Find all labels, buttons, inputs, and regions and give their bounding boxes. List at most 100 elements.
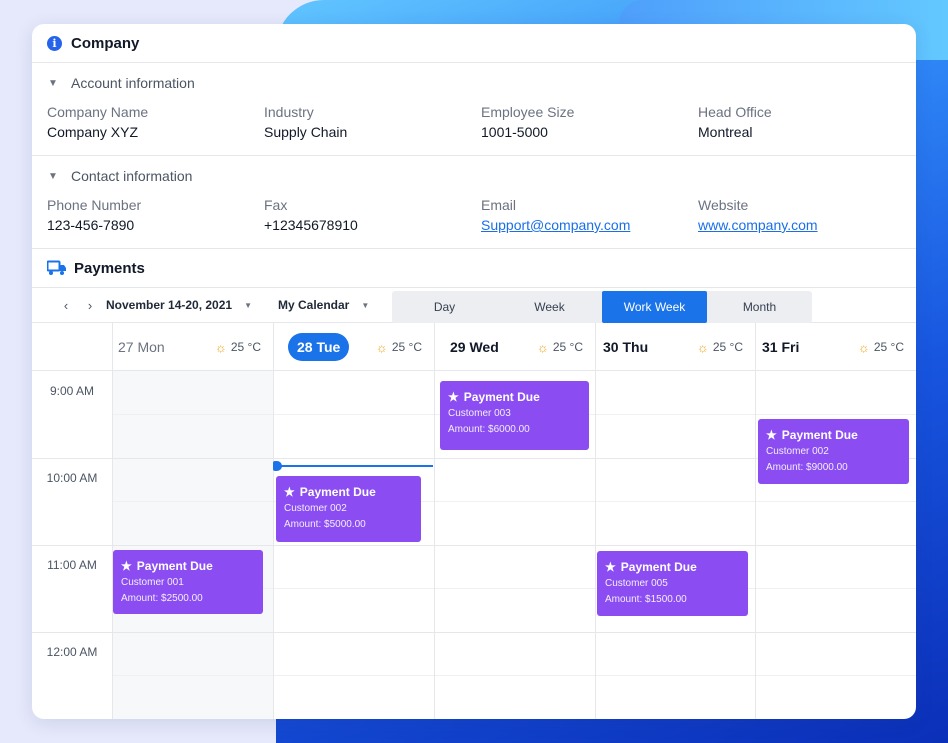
event-card[interactable]: ★ Payment Due Customer 005 Amount: $1500.… (597, 551, 748, 616)
half-hour-line (112, 501, 916, 502)
current-time-line (277, 465, 433, 467)
weather: ☼ 25 °C (215, 340, 261, 355)
event-card[interactable]: ★ Payment Due Customer 001 Amount: $2500.… (113, 550, 263, 614)
day-label: 31 Fri (762, 339, 800, 355)
hour-line (32, 458, 916, 459)
company-header: i Company (32, 24, 916, 63)
main-card: i Company ▼ Account information Company … (32, 24, 916, 719)
field-head-office: Head Office Montreal (698, 103, 915, 155)
calendar-select[interactable]: My Calendar (278, 298, 350, 312)
day-label: 27 Mon (118, 339, 165, 355)
account-section-toggle[interactable]: ▼ Account information (32, 63, 916, 103)
star-icon: ★ (121, 559, 132, 573)
view-day-button[interactable]: Day (433, 300, 456, 314)
day-header-thu[interactable]: 30 Thu ☼ 25 °C (595, 323, 755, 371)
view-switcher: Day Week Work Week Month (392, 291, 812, 323)
event-customer: Customer 003 (448, 408, 511, 419)
event-amount: Amount: $1500.00 (605, 594, 687, 605)
field-label: Website (698, 197, 749, 213)
event-title: ★ Payment Due (284, 485, 413, 499)
event-customer: Customer 005 (605, 578, 668, 589)
website-link[interactable]: www.company.com (698, 217, 818, 233)
event-title-text: Payment Due (299, 485, 376, 499)
prev-button[interactable]: ‹ (63, 297, 69, 313)
field-value: Montreal (698, 124, 753, 140)
sun-icon: ☼ (857, 339, 870, 355)
star-icon: ★ (448, 390, 459, 404)
field-fax: Fax +12345678910 (264, 196, 481, 248)
sun-icon: ☼ (536, 339, 549, 355)
event-card[interactable]: ★ Payment Due Customer 002 Amount: $9000.… (758, 419, 909, 484)
weather: ☼ 25 °C (537, 340, 583, 355)
day-label: 30 Thu (603, 339, 649, 355)
field-company-name: Company Name Company XYZ (47, 103, 264, 155)
account-fields: Company Name Company XYZ Industry Supply… (32, 103, 916, 155)
contact-section-toggle[interactable]: ▼ Contact information (32, 156, 916, 196)
field-website: Website www.company.com (698, 196, 915, 248)
column-line (434, 323, 435, 719)
field-label: Email (481, 197, 517, 213)
event-title: ★ Payment Due (121, 559, 255, 573)
weather-temp: 25 °C (391, 340, 422, 354)
today-label: 28 Tue (288, 333, 350, 361)
star-icon: ★ (605, 560, 616, 574)
day-header-fri[interactable]: 31 Fri ☼ 25 °C (755, 323, 916, 371)
view-month-button[interactable]: Month (742, 300, 777, 314)
event-title-text: Payment Due (620, 560, 697, 574)
column-line (112, 323, 113, 719)
field-label: Employee Size (481, 104, 575, 120)
date-range-dropdown-icon[interactable]: ▼ (244, 300, 252, 310)
current-time-marker (273, 461, 282, 471)
weather-temp: 25 °C (230, 340, 261, 354)
event-amount: Amount: $5000.00 (284, 519, 366, 530)
event-customer: Customer 001 (121, 577, 184, 588)
contact-fields: Phone Number 123-456-7890 Fax +123456789… (32, 196, 916, 248)
email-link[interactable]: Support@company.com (481, 217, 631, 233)
star-icon: ★ (284, 485, 295, 499)
field-value: Company XYZ (47, 124, 139, 140)
event-card[interactable]: ★ Payment Due Customer 003 Amount: $6000.… (440, 381, 589, 450)
divider (32, 155, 916, 156)
day-header-tue[interactable]: 28 Tue ☼ 25 °C (273, 323, 434, 371)
weather-temp: 25 °C (873, 340, 904, 354)
account-section-title: Account information (71, 75, 195, 91)
truck-icon (47, 260, 66, 275)
time-label: 12:00 AM (46, 645, 98, 659)
calendar-toolbar: ‹ › November 14-20, 2021 ▼ My Calendar ▼… (32, 288, 916, 323)
view-week-button[interactable]: Week (534, 300, 565, 314)
sun-icon: ☼ (696, 339, 709, 355)
event-title: ★ Payment Due (766, 428, 901, 442)
column-line (595, 323, 596, 719)
next-button[interactable]: › (87, 297, 93, 313)
calendar-grid: 27 Mon ☼ 25 °C 28 Tue ☼ 25 °C 29 Wed ☼ 25 °… (32, 323, 916, 719)
field-label: Industry (264, 104, 314, 120)
field-value: +12345678910 (264, 217, 358, 233)
time-label: 9:00 AM (49, 384, 95, 398)
field-label: Phone Number (47, 197, 142, 213)
chevron-down-icon: ▼ (48, 170, 58, 182)
info-icon: i (47, 35, 62, 51)
event-title: ★ Payment Due (448, 390, 581, 404)
calendar-select-dropdown-icon[interactable]: ▼ (361, 300, 370, 310)
day-header-mon[interactable]: 27 Mon ☼ 25 °C (112, 323, 273, 371)
sun-icon: ☼ (214, 339, 227, 355)
weather: ☼ 25 °C (376, 340, 422, 355)
event-title-text: Payment Due (463, 390, 540, 404)
star-icon: ★ (766, 428, 777, 442)
sun-icon: ☼ (375, 339, 388, 355)
date-range-label[interactable]: November 14-20, 2021 (106, 298, 233, 312)
day-header-wed[interactable]: 29 Wed ☼ 25 °C (434, 323, 595, 371)
weather: ☼ 25 °C (697, 340, 743, 355)
company-title: Company (71, 34, 140, 52)
half-hour-line (112, 675, 916, 676)
weather-temp: 25 °C (712, 340, 743, 354)
event-title: ★ Payment Due (605, 560, 740, 574)
event-card[interactable]: ★ Payment Due Customer 002 Amount: $5000.… (276, 476, 421, 542)
column-line (755, 323, 756, 719)
column-line (273, 323, 274, 719)
event-customer: Customer 002 (284, 503, 347, 514)
event-customer: Customer 002 (766, 446, 829, 457)
view-work-week-button[interactable]: Work Week (602, 291, 707, 323)
field-industry: Industry Supply Chain (264, 103, 481, 155)
event-amount: Amount: $9000.00 (766, 462, 848, 473)
